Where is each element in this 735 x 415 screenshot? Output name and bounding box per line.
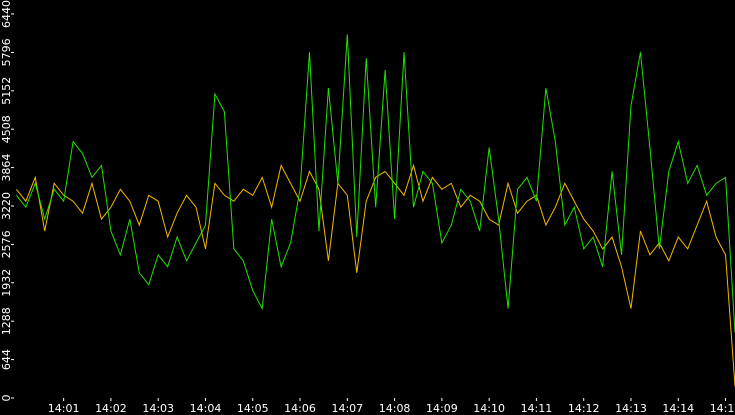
x-tick-label: 14:10 — [473, 402, 505, 415]
x-tick-label: 14:03 — [142, 402, 174, 415]
x-tick-label: 14:05 — [237, 402, 269, 415]
y-tick-label: 5796 — [0, 38, 13, 66]
x-tick-label: 14:08 — [379, 402, 411, 415]
y-tick-label: 2576 — [0, 230, 13, 258]
y-tick-label: 1288 — [0, 307, 13, 335]
y-tick-label: 644 — [0, 349, 13, 370]
x-tick-label: 14:15 — [710, 402, 735, 415]
x-tick-label: 14:01 — [48, 402, 80, 415]
x-tick-label: 14:02 — [95, 402, 127, 415]
x-tick-label: 14:12 — [568, 402, 600, 415]
y-tick-label: 3220 — [0, 192, 13, 220]
y-tick-label: 3864 — [0, 154, 13, 182]
series-line — [15, 34, 735, 333]
series-line — [15, 163, 735, 387]
x-tick-label: 14:06 — [284, 402, 316, 415]
y-tick-label: 6440 — [0, 0, 13, 28]
y-tick-label: 1932 — [0, 269, 13, 297]
y-tick-label: 5152 — [0, 77, 13, 105]
y-tick-label: 0 — [0, 395, 13, 402]
x-tick-label: 14:07 — [331, 402, 363, 415]
x-tick-label: 14:04 — [190, 402, 222, 415]
y-tick-label: 4508 — [0, 115, 13, 143]
x-tick-label: 14:11 — [521, 402, 553, 415]
x-tick-label: 14:14 — [662, 402, 694, 415]
x-tick-label: 14:09 — [426, 402, 458, 415]
x-tick-label: 14:13 — [615, 402, 647, 415]
